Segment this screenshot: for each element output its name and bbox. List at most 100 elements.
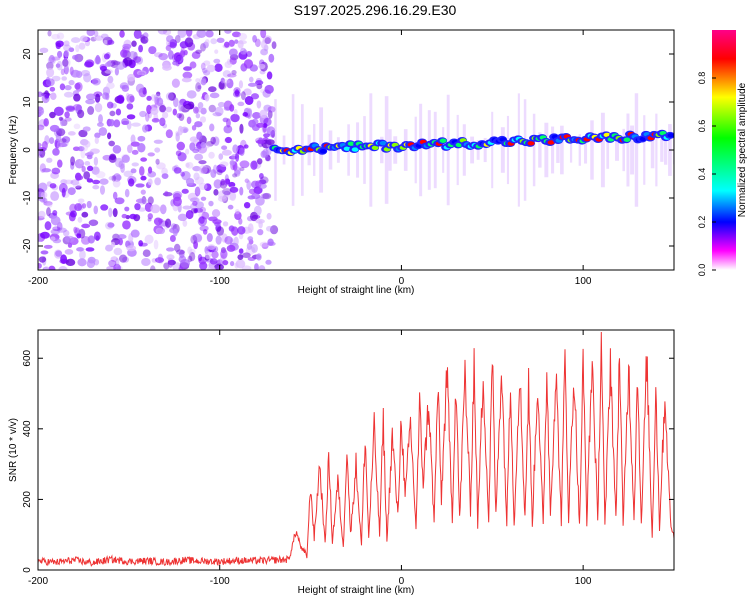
spectrogram-noise-blob xyxy=(258,265,266,270)
spectrogram-noise-blob xyxy=(57,159,63,168)
spectrogram-noise-blob xyxy=(239,147,245,156)
snr-x-tick-label: 0 xyxy=(399,576,405,587)
spectrogram-noise-blob xyxy=(78,42,86,50)
spectrogram-noise-blob xyxy=(75,70,83,79)
spectrogram-streak xyxy=(419,103,423,197)
spectrogram-noise-blob xyxy=(177,125,183,136)
spectrogram-noise-blob xyxy=(184,103,194,110)
spectrogram-streak xyxy=(506,115,510,185)
spectrogram-noise-blob xyxy=(222,79,231,84)
spectrogram-noise-blob xyxy=(181,77,192,83)
spectrogram-noise-blob xyxy=(161,173,169,179)
spectrogram-noise-blob xyxy=(56,141,63,149)
spectrogram-noise-blob xyxy=(193,207,198,214)
spectrogram-noise-blob xyxy=(82,126,91,132)
spectrogram-blobs xyxy=(38,30,674,270)
spectrogram-noise-blob xyxy=(224,178,229,186)
spectrogram-noise-blob xyxy=(194,121,203,128)
spectrogram-noise-blob xyxy=(129,51,137,59)
spectrogram-noise-blob xyxy=(237,226,246,235)
spectrogram-noise-blob xyxy=(150,204,161,214)
spectrogram-noise-blob xyxy=(112,233,120,241)
spectrogram-noise-blob xyxy=(60,254,68,264)
spectrogram-streak xyxy=(476,140,480,160)
spectrogram-noise-blob xyxy=(239,123,244,134)
spectrogram-noise-blob xyxy=(200,78,207,86)
spectrogram-noise-blob xyxy=(68,79,75,86)
spectrogram-noise-blob xyxy=(182,219,188,227)
spectrogram-noise-blob xyxy=(261,242,269,250)
spectrogram-noise-blob xyxy=(56,227,67,233)
spectrogram-noise-blob xyxy=(206,233,213,243)
spectrogram-noise-blob xyxy=(140,36,149,44)
spectrogram-noise-blob xyxy=(65,105,75,111)
spectrogram-noise-blob xyxy=(100,204,109,211)
spectrogram-noise-blob xyxy=(165,92,174,101)
spectrogram-noise-blob xyxy=(247,82,258,87)
spectrogram-streak xyxy=(544,122,549,178)
spectrogram-noise-blob xyxy=(154,147,161,153)
spectrogram-noise-blob xyxy=(130,229,140,238)
spectrogram-noise-blob xyxy=(113,60,121,66)
spectrogram-noise-blob xyxy=(108,154,117,163)
spectrogram-noise-blob xyxy=(243,88,252,96)
spectrogram-noise-blob xyxy=(260,48,269,56)
spectrogram-noise-blob xyxy=(189,142,196,151)
spectrogram-noise-blob xyxy=(147,196,154,205)
spectrogram-noise-blob xyxy=(70,179,80,186)
spectrogram-noise-blob xyxy=(195,78,201,83)
spectrogram-noise-blob xyxy=(115,108,122,116)
spectrogram-noise-blob xyxy=(49,124,60,132)
spectrogram-noise-blob xyxy=(177,152,187,162)
spectrogram-noise-blob xyxy=(124,206,130,212)
spectrogram-noise-blob xyxy=(229,191,237,202)
colorbar-tick-label: 0.6 xyxy=(697,120,707,133)
spectrogram-noise-blob xyxy=(200,167,210,174)
spectrogram-streak xyxy=(462,124,466,176)
spectrogram-streak xyxy=(532,113,536,187)
spectrogram-noise-blob xyxy=(77,198,85,203)
spectrogram-band-core xyxy=(343,146,351,151)
spectrogram-noise-blob xyxy=(121,213,128,219)
spectrogram-noise-blob xyxy=(146,104,152,115)
spectrogram-noise-blob xyxy=(189,61,197,69)
spectrogram-noise-blob xyxy=(147,213,153,220)
spectrogram-noise-blob xyxy=(77,216,83,223)
spectrogram-noise-blob xyxy=(86,178,94,183)
spectrogram-noise-blob xyxy=(231,69,237,75)
spectrogram-noise-blob xyxy=(222,188,232,196)
spectrogram-noise-blob xyxy=(262,123,268,128)
spectrogram-streak xyxy=(523,99,527,201)
spectrogram-noise-blob xyxy=(104,221,114,230)
spectrogram-noise-blob xyxy=(140,157,148,162)
spectrogram-noise-blob xyxy=(259,109,268,119)
spectrogram-noise-blob xyxy=(223,106,231,111)
spectrogram-noise-blob xyxy=(103,39,108,45)
spectrogram-x-axis: -200 -100 0 100 xyxy=(28,30,592,287)
spectrogram-noise-blob xyxy=(146,95,152,101)
spectrogram-noise-blob xyxy=(197,254,203,262)
spectrogram-noise-blob xyxy=(186,162,194,169)
spectrogram-noise-blob xyxy=(40,250,49,255)
spectrogram-noise-blob xyxy=(232,144,239,154)
spectrogram-noise-blob xyxy=(49,111,56,119)
spectrogram-noise-blob xyxy=(46,67,55,78)
spectrogram-noise-blob xyxy=(218,80,227,90)
spectrogram-noise-blob xyxy=(243,59,254,69)
spectrogram-noise-blob xyxy=(48,137,55,145)
spectrogram-noise-blob xyxy=(142,249,151,257)
spectrogram-noise-blob xyxy=(244,96,254,105)
spectrogram-noise-blob xyxy=(191,124,197,131)
spectrogram-noise-blob xyxy=(239,167,245,172)
spectrogram-noise-blob xyxy=(204,94,210,102)
spectrogram-noise-blob xyxy=(250,211,258,222)
spectrogram-noise-blob xyxy=(38,106,45,116)
spectrogram-noise-blob xyxy=(214,106,224,117)
spectrogram-noise-blob xyxy=(258,63,266,70)
spectrogram-noise-blob xyxy=(144,234,154,245)
spectrogram-noise-blob xyxy=(177,213,188,222)
spectrogram-streak xyxy=(470,136,475,164)
spectrogram-noise-blob xyxy=(61,57,71,68)
spectrogram-streak xyxy=(590,120,594,180)
spectrogram-noise-blob xyxy=(234,39,239,44)
